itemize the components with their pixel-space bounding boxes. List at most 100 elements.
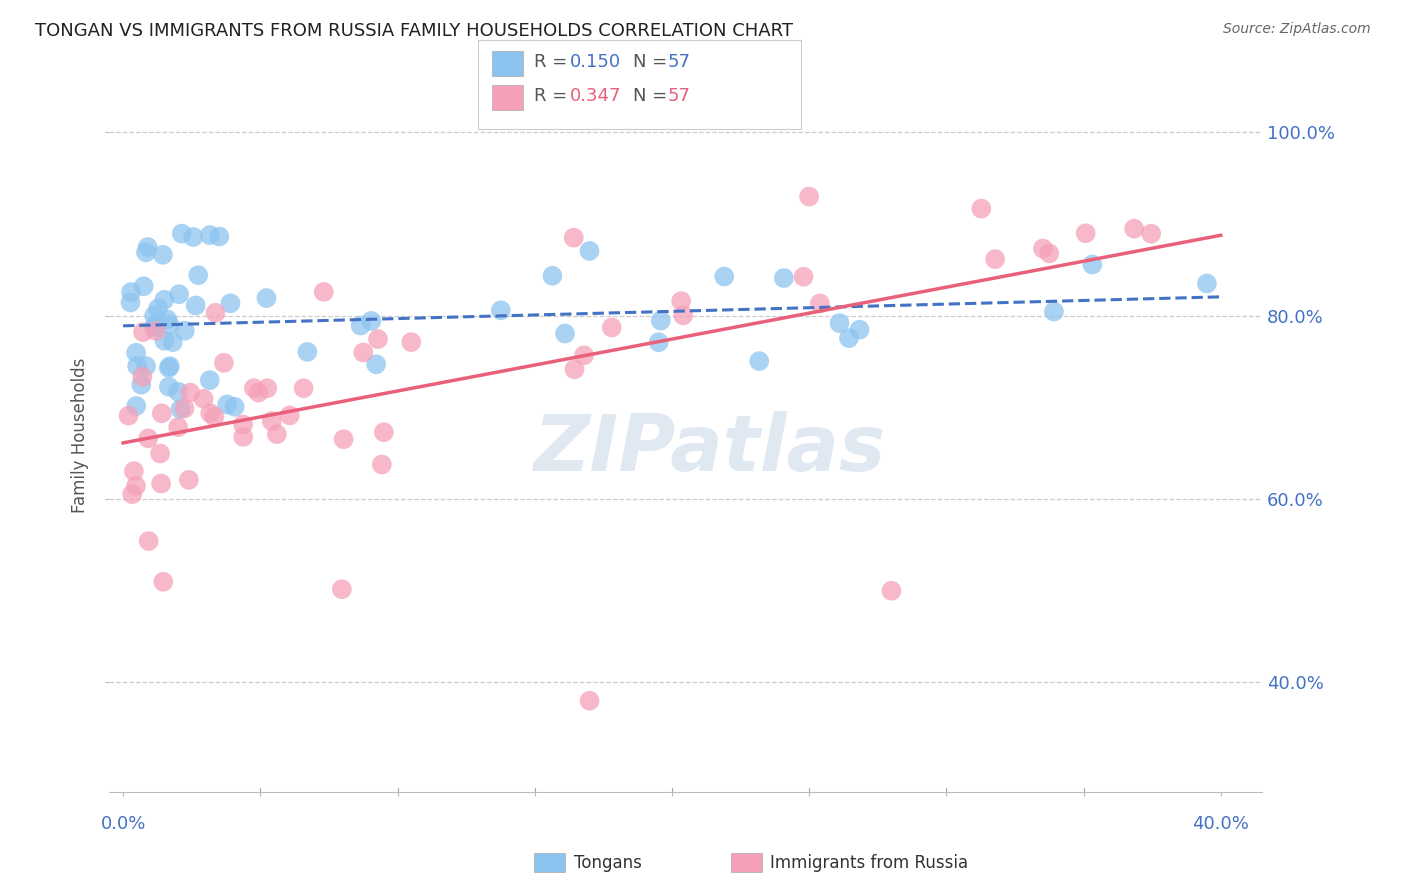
Point bbox=[672, 309, 695, 323]
Point bbox=[153, 293, 176, 307]
Point bbox=[748, 354, 770, 368]
Point bbox=[1032, 242, 1054, 256]
Point bbox=[1038, 246, 1060, 260]
Point bbox=[232, 417, 254, 432]
Point bbox=[156, 312, 179, 326]
Point bbox=[198, 373, 221, 387]
Point bbox=[650, 313, 672, 327]
Point bbox=[142, 320, 165, 334]
Point bbox=[224, 400, 246, 414]
Point bbox=[848, 323, 870, 337]
Point bbox=[266, 427, 288, 442]
Point bbox=[125, 345, 148, 359]
Text: Source: ZipAtlas.com: Source: ZipAtlas.com bbox=[1223, 22, 1371, 37]
Text: R =: R = bbox=[534, 54, 574, 71]
Point bbox=[669, 294, 692, 309]
Point bbox=[136, 240, 159, 254]
Point bbox=[373, 425, 395, 440]
Point bbox=[360, 314, 382, 328]
Point bbox=[149, 446, 172, 460]
Point bbox=[256, 381, 278, 395]
Point bbox=[312, 285, 335, 299]
Point bbox=[138, 534, 160, 549]
Point bbox=[121, 487, 143, 501]
Point bbox=[129, 377, 152, 392]
Point bbox=[125, 399, 148, 413]
Point bbox=[371, 458, 394, 472]
Text: N =: N = bbox=[633, 87, 672, 105]
Point bbox=[120, 295, 142, 310]
Point bbox=[117, 409, 139, 423]
Point bbox=[1123, 221, 1146, 235]
Point bbox=[713, 269, 735, 284]
Point bbox=[145, 318, 167, 332]
Point bbox=[131, 369, 153, 384]
Point bbox=[173, 401, 195, 416]
Point bbox=[120, 285, 142, 299]
Point bbox=[157, 360, 180, 375]
Point bbox=[135, 359, 157, 373]
Point bbox=[152, 248, 174, 262]
Point bbox=[136, 431, 159, 445]
Point bbox=[167, 287, 190, 301]
Point bbox=[541, 268, 564, 283]
Text: 0.0%: 0.0% bbox=[100, 815, 146, 833]
Point bbox=[177, 473, 200, 487]
Point bbox=[167, 384, 190, 399]
Point bbox=[204, 306, 226, 320]
Point bbox=[193, 392, 215, 406]
Point bbox=[202, 409, 225, 424]
Point bbox=[135, 245, 157, 260]
Text: 57: 57 bbox=[668, 87, 690, 105]
Point bbox=[1043, 304, 1066, 318]
Text: Tongans: Tongans bbox=[574, 854, 641, 871]
Text: ZIPatlas: ZIPatlas bbox=[533, 411, 884, 487]
Point bbox=[970, 202, 993, 216]
Point bbox=[145, 324, 167, 338]
Point bbox=[143, 309, 166, 323]
Point bbox=[132, 325, 155, 339]
Point bbox=[198, 228, 221, 243]
Point bbox=[122, 464, 145, 478]
Point bbox=[243, 381, 266, 395]
Text: Immigrants from Russia: Immigrants from Russia bbox=[770, 854, 969, 871]
Point bbox=[578, 244, 600, 258]
Point bbox=[146, 301, 169, 316]
Point bbox=[167, 420, 190, 434]
Point bbox=[169, 402, 191, 417]
Point bbox=[600, 320, 623, 334]
Point bbox=[880, 583, 903, 598]
Text: R =: R = bbox=[534, 87, 574, 105]
Point bbox=[125, 479, 148, 493]
Point bbox=[219, 296, 242, 310]
Point bbox=[292, 381, 315, 395]
Point bbox=[187, 268, 209, 283]
Point bbox=[232, 430, 254, 444]
Point bbox=[489, 303, 512, 318]
Text: 0.150: 0.150 bbox=[569, 54, 620, 71]
Point bbox=[578, 694, 600, 708]
Point bbox=[401, 335, 423, 350]
Point bbox=[1081, 258, 1104, 272]
Point bbox=[564, 362, 586, 376]
Point bbox=[828, 316, 851, 330]
Point bbox=[984, 252, 1007, 266]
Point bbox=[648, 335, 671, 350]
Point bbox=[562, 230, 585, 244]
Point bbox=[793, 269, 815, 284]
Point bbox=[127, 359, 149, 373]
Point bbox=[797, 189, 820, 203]
Point bbox=[153, 334, 176, 348]
Point bbox=[159, 318, 181, 332]
Point bbox=[132, 279, 155, 293]
Point bbox=[330, 582, 353, 597]
Text: TONGAN VS IMMIGRANTS FROM RUSSIA FAMILY HOUSEHOLDS CORRELATION CHART: TONGAN VS IMMIGRANTS FROM RUSSIA FAMILY … bbox=[35, 22, 793, 40]
Point bbox=[162, 335, 184, 350]
Point bbox=[247, 385, 270, 400]
Text: N =: N = bbox=[633, 54, 672, 71]
Point bbox=[256, 291, 278, 305]
Point bbox=[297, 344, 319, 359]
Point bbox=[260, 414, 283, 428]
Point bbox=[208, 229, 231, 244]
Point bbox=[838, 331, 860, 345]
